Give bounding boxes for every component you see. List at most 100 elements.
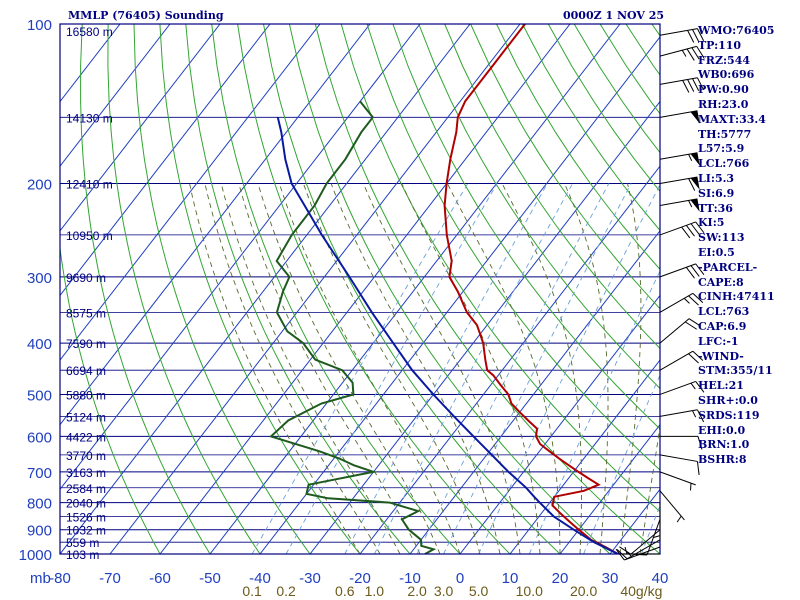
wind-barb [659,77,705,93]
wind-barb [659,409,705,423]
height-label: 8575 m [66,306,106,320]
dry-adiabat [185,24,411,554]
pressure-label: 1000 [19,547,52,564]
wind-barb [659,176,700,191]
moist-adiabat [619,183,642,554]
stat-item: CINH:47411 [698,290,775,304]
stat-item: CAP:6.9 [698,319,747,333]
stat-item: SW:113 [698,231,745,245]
wind-barb [659,45,705,61]
stat-item: HEL:21 [698,379,744,393]
isotherm [559,423,660,554]
isotherm [159,24,571,554]
height-label: 14130 m [66,111,113,125]
height-label: 5880 m [66,388,106,402]
stat-item: KI:5 [698,216,725,230]
dry-adiabat [340,24,660,513]
stat-item: SRDS:119 [698,408,760,422]
moist-adiabat [401,183,541,554]
isotherm [60,24,471,554]
temperature-label: -10 [399,570,421,587]
wind-barb [660,435,703,450]
mixing-ratio-label: 20.0 [570,583,597,599]
height-label: 5124 m [66,410,106,424]
mixing-ratio-label: 1.0 [365,583,385,599]
wind-barb [659,380,705,395]
pressure-label: 800 [27,496,52,513]
pressure-label: 600 [27,429,52,446]
dry-adiabat [60,244,161,554]
isotherm [359,165,660,554]
moist-adiabat [330,183,501,554]
height-label: 3770 m [66,449,106,463]
dry-adiabat [470,24,660,310]
moist-adiabat [302,183,481,554]
temperature-line [443,24,619,554]
wind-barb [659,350,704,371]
stat-item: TP:110 [698,38,742,52]
dry-adiabat [211,24,461,554]
mixing-ratio-line [373,183,573,554]
mixing-ratio-line [344,183,548,554]
moist-adiabat [220,183,401,554]
stat-item: EI:0.5 [698,245,735,259]
isotherm [60,24,221,232]
isotherm [60,24,321,361]
temperature-label: -70 [99,570,121,587]
wind-barb [659,454,700,476]
plot-frame [59,23,661,555]
wind-barb [659,198,700,212]
plot-area [60,24,660,554]
dry-adiabat [237,24,511,554]
height-label: 6694 m [66,364,106,378]
isotherm [409,230,660,554]
temperature-label: -60 [149,570,171,587]
moist-adiabat [446,183,561,554]
stat-item: BSHR:8 [698,453,747,467]
dry-adiabat [288,24,611,554]
dewpoint-line [269,100,437,554]
isotherm [60,24,421,491]
height-label: 10950 m [66,229,113,243]
unit-label: mb [30,570,51,587]
isotherm [509,359,660,554]
stat-item: -PARCEL- [698,260,758,274]
stat-item: LCL:766 [698,157,750,171]
temperature-label: -20 [349,570,371,587]
mixing-ratio-label: 5.0 [469,583,489,599]
mixing-ratio-line [443,183,632,554]
stat-item: CAPE:8 [698,275,744,289]
dry-adiabat [107,24,261,554]
mixing-ratio-label: 3.0 [434,583,454,599]
stat-item: LCL:763 [698,305,750,319]
stat-item: TT:36 [698,201,733,215]
mixing-ratio-label: 2.0 [407,583,427,599]
dry-adiabat [496,24,660,271]
wind-barb [659,263,705,279]
height-label: 559 m [66,536,99,550]
pressure-label: 100 [27,17,52,34]
chart-title: MMLP (76405) Sounding [68,9,224,22]
stat-item: WB0:696 [698,68,755,82]
stat-item: WMO:76405 [698,24,775,37]
temperature-label: 30 [602,570,619,587]
temperature-label: -40 [249,570,271,587]
isotherm [459,294,660,554]
mixing-ratio-line [528,270,660,554]
height-label: 3163 m [66,466,106,480]
wind-barb [659,28,705,43]
isotherm [109,24,521,554]
stat-item: LFC:-1 [698,334,739,348]
height-label: 7590 m [66,337,106,351]
wind-barb [652,502,661,541]
pressure-label: 400 [27,336,52,353]
mixing-ratio-line [285,183,498,554]
height-label: 103 m [66,548,99,562]
wind-barb [659,318,701,344]
wind-barbs [615,28,705,561]
temperature-label: -80 [49,570,71,587]
mixing-ratio-label: 0.2 [276,583,296,599]
isotherm [60,24,271,297]
moist-adiabat [639,423,660,554]
